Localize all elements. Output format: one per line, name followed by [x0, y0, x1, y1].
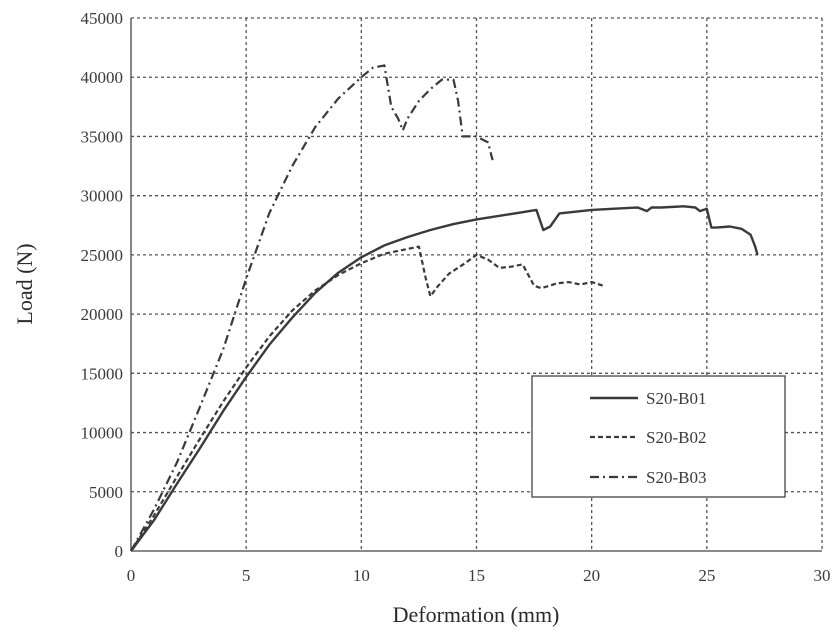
x-tick-label: 10 [353, 566, 370, 585]
axes: 0 5000 10000 15000 20000 25000 30000 35000 40000… [81, 9, 831, 585]
y-tick-label: 25000 [81, 246, 124, 265]
legend-label-s20-b03: S20-B03 [646, 468, 706, 487]
x-tick-label: 15 [468, 566, 485, 585]
x-tick-label: 5 [242, 566, 251, 585]
legend: S20-B01 S20-B02 S20-B03 [531, 375, 786, 498]
series-line-s20-b02 [130, 245, 604, 552]
series-line-s20-b03 [130, 64, 494, 552]
x-axis-title: Deformation (mm) [393, 602, 560, 627]
legend-label-s20-b02: S20-B02 [646, 428, 706, 447]
series-lines [130, 64, 759, 552]
x-tick-label: 30 [814, 566, 831, 585]
x-tick-label: 20 [583, 566, 600, 585]
y-tick-label: 20000 [81, 305, 124, 324]
y-tick-label: 40000 [81, 68, 124, 87]
y-axis-title: Load (N) [12, 243, 37, 324]
series-line-s20-b01 [130, 205, 759, 552]
y-tick-label: 15000 [81, 364, 124, 383]
y-tick-label: 10000 [81, 424, 124, 443]
y-tick-label: 45000 [81, 9, 124, 28]
legend-box [531, 375, 786, 498]
legend-label-s20-b01: S20-B01 [646, 389, 706, 408]
y-tick-label: 30000 [81, 187, 124, 206]
x-tick-label: 25 [698, 566, 715, 585]
y-tick-label: 0 [115, 542, 124, 561]
y-tick-label: 35000 [81, 127, 124, 146]
y-tick-label: 5000 [89, 483, 123, 502]
x-tick-label: 0 [127, 566, 136, 585]
